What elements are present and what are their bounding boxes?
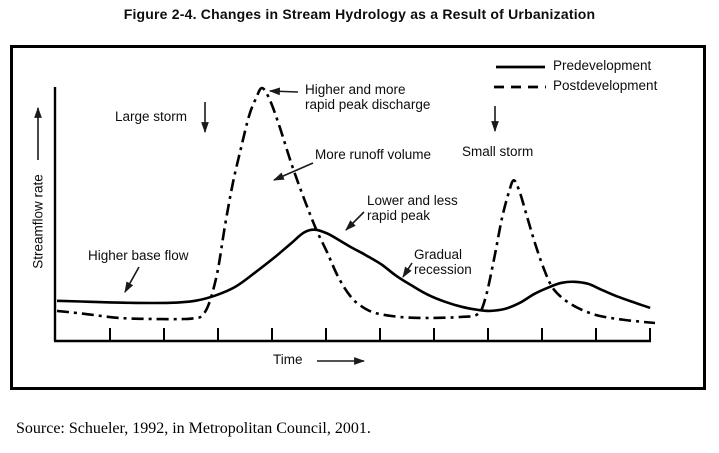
source-citation: Source: Schueler, 1992, in Metropolitan …	[16, 420, 371, 437]
annotation-large-storm: Large storm	[115, 109, 188, 124]
annotation-small-storm: Small storm	[462, 144, 534, 159]
annotation-lower-peak-line1: Lower and less	[367, 193, 458, 208]
annotation-higher-peak: Higher and more rapid peak discharge	[305, 82, 431, 112]
figure-title: Figure 2-4. Changes in Stream Hydrology …	[123, 6, 596, 22]
annotation-gradual-line1: Gradual	[414, 247, 463, 262]
annotation-lower-peak: Lower and less rapid peak	[367, 193, 458, 223]
annotation-higher-base-flow: Higher base flow	[88, 248, 189, 263]
x-axis-label: Time	[273, 352, 303, 367]
annotation-gradual-line2: recession	[414, 261, 472, 277]
annotation-higher-peak-line2: rapid peak discharge	[305, 96, 431, 112]
annotation-lower-peak-line2: rapid peak	[367, 207, 431, 223]
annotation-higher-peak-line1: Higher and more	[305, 82, 406, 97]
y-axis-label: Streamflow rate	[30, 174, 46, 269]
legend-label-postdevelopment: Postdevelopment	[553, 78, 658, 93]
annotation-more-runoff: More runoff volume	[315, 147, 432, 162]
annotation-gradual-recession: Gradual recession	[414, 247, 472, 277]
legend-label-predevelopment: Predevelopment	[553, 58, 652, 73]
